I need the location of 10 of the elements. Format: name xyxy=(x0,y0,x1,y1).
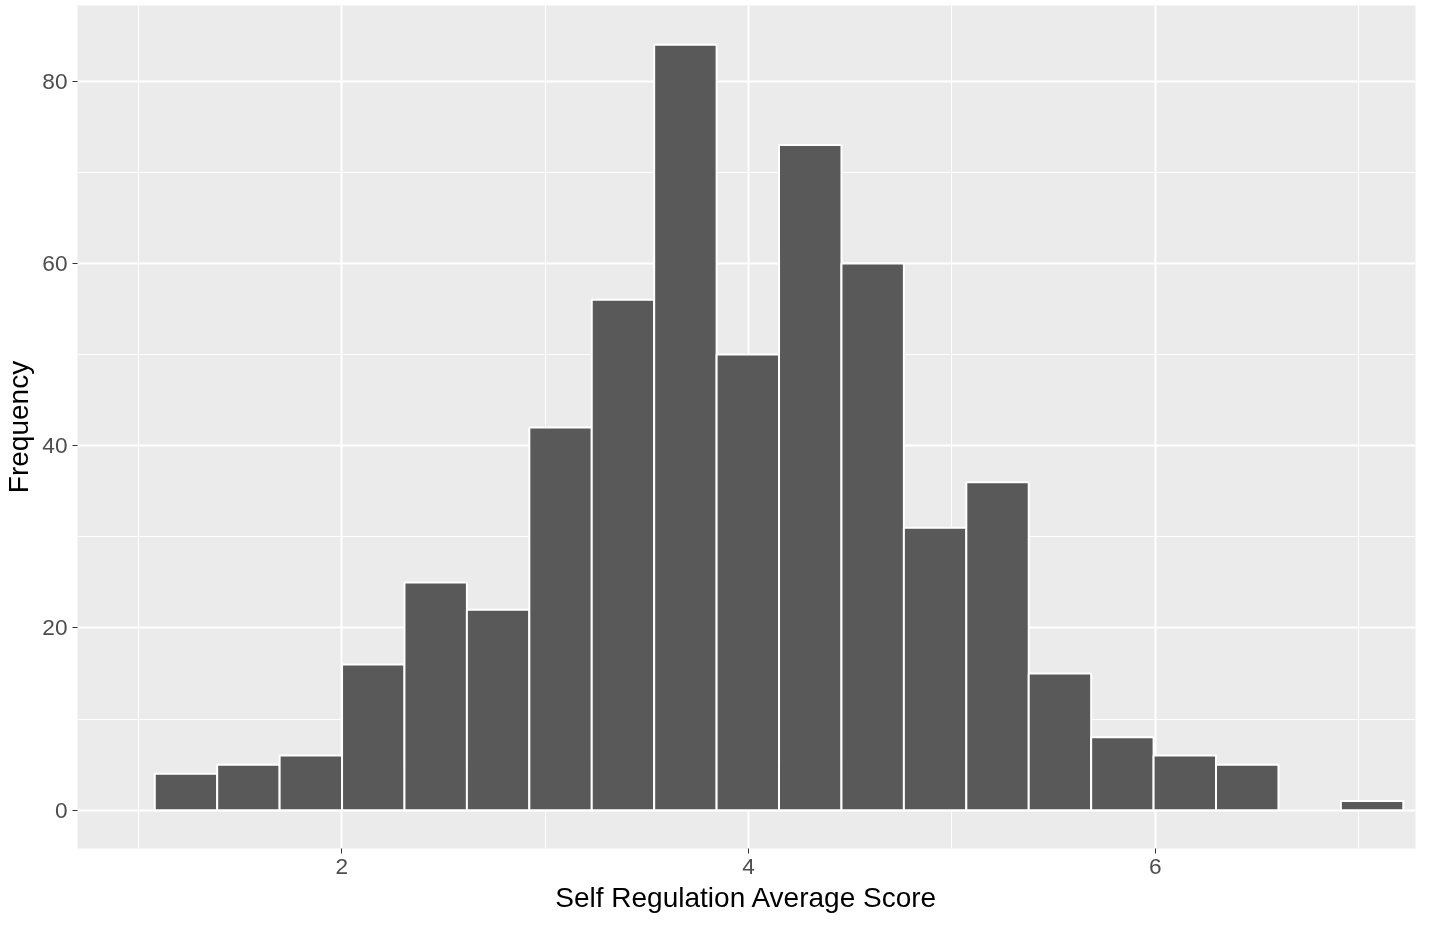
x-tick-label: 6 xyxy=(1148,852,1162,879)
y-tick-label: 60 xyxy=(42,249,68,276)
x-axis-title: Self Regulation Average Score xyxy=(555,881,937,913)
y-tick-label: 20 xyxy=(42,614,68,641)
y-tick-label: 40 xyxy=(42,432,68,459)
y-tick-label: 0 xyxy=(54,796,68,823)
x-tick-label: 4 xyxy=(742,852,755,879)
y-axis-title: Frequency xyxy=(3,360,35,494)
x-tick-label: 2 xyxy=(335,852,349,879)
y-tick-label: 80 xyxy=(42,67,68,94)
